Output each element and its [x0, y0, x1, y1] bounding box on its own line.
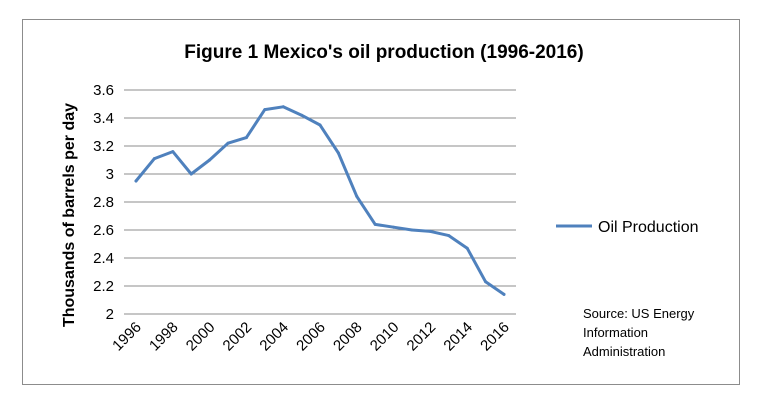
series-line-oil-production [134, 105, 506, 296]
data-point [263, 108, 267, 112]
data-point [336, 151, 340, 155]
data-point [373, 222, 377, 226]
data-point [189, 172, 193, 176]
x-tick-label: 2012 [404, 319, 440, 355]
source-note: Source: US Energy Information Administra… [583, 306, 695, 359]
x-tick-label: 2006 [293, 319, 329, 355]
y-tick-label: 3.2 [93, 138, 114, 155]
x-tick-label: 1996 [109, 319, 145, 355]
data-point [244, 136, 248, 140]
y-tick-label: 3.4 [93, 110, 114, 127]
data-point [484, 280, 488, 284]
data-point [502, 292, 506, 296]
chart-frame [22, 19, 740, 385]
y-axis-label: Thousands of barrels per day [61, 103, 78, 327]
data-point [300, 113, 304, 117]
data-point [318, 123, 322, 127]
gridlines [124, 89, 516, 315]
y-tick-label: 2 [106, 306, 114, 323]
x-tick-label: 1998 [146, 319, 182, 355]
x-tick-label: 2016 [477, 319, 513, 355]
source-line-1: Source: US Energy [583, 306, 695, 321]
x-tick-label: 2000 [183, 319, 219, 355]
data-point [447, 234, 451, 238]
x-tick-label: 2002 [220, 319, 256, 355]
x-tick-label: 2004 [256, 319, 292, 355]
y-axis-ticks: 2 2.2 2.4 2.6 2.8 3 3.2 3.4 3.6 [93, 82, 114, 323]
x-axis-ticks: 1996 1998 2000 2002 2004 2006 2008 2010 2012 2014… [109, 319, 513, 355]
data-point [392, 225, 396, 229]
x-tick-label: 2010 [367, 319, 403, 355]
data-point [208, 158, 212, 162]
x-tick-label: 2014 [440, 319, 476, 355]
data-point [281, 105, 285, 109]
data-point [226, 141, 230, 145]
source-line-3: Administration [583, 344, 665, 359]
legend: Oil Production [556, 219, 699, 236]
y-tick-label: 3 [106, 166, 114, 183]
y-tick-label: 2.6 [93, 222, 114, 239]
y-tick-label: 2.2 [93, 278, 114, 295]
data-point [134, 179, 138, 183]
data-point [355, 194, 359, 198]
data-point [410, 228, 414, 232]
data-point [428, 229, 432, 233]
legend-entry-oil-production: Oil Production [598, 219, 699, 236]
data-point [171, 150, 175, 154]
series-points [134, 105, 506, 296]
data-point [152, 157, 156, 161]
x-tick-label: 2008 [330, 319, 366, 355]
source-line-2: Information [583, 325, 648, 340]
y-tick-label: 2.8 [93, 194, 114, 211]
y-tick-label: 2.4 [93, 250, 114, 267]
data-point [465, 246, 469, 250]
chart-title: Figure 1 Mexico's oil production (1996-2… [184, 42, 583, 63]
y-tick-label: 3.6 [93, 82, 114, 99]
